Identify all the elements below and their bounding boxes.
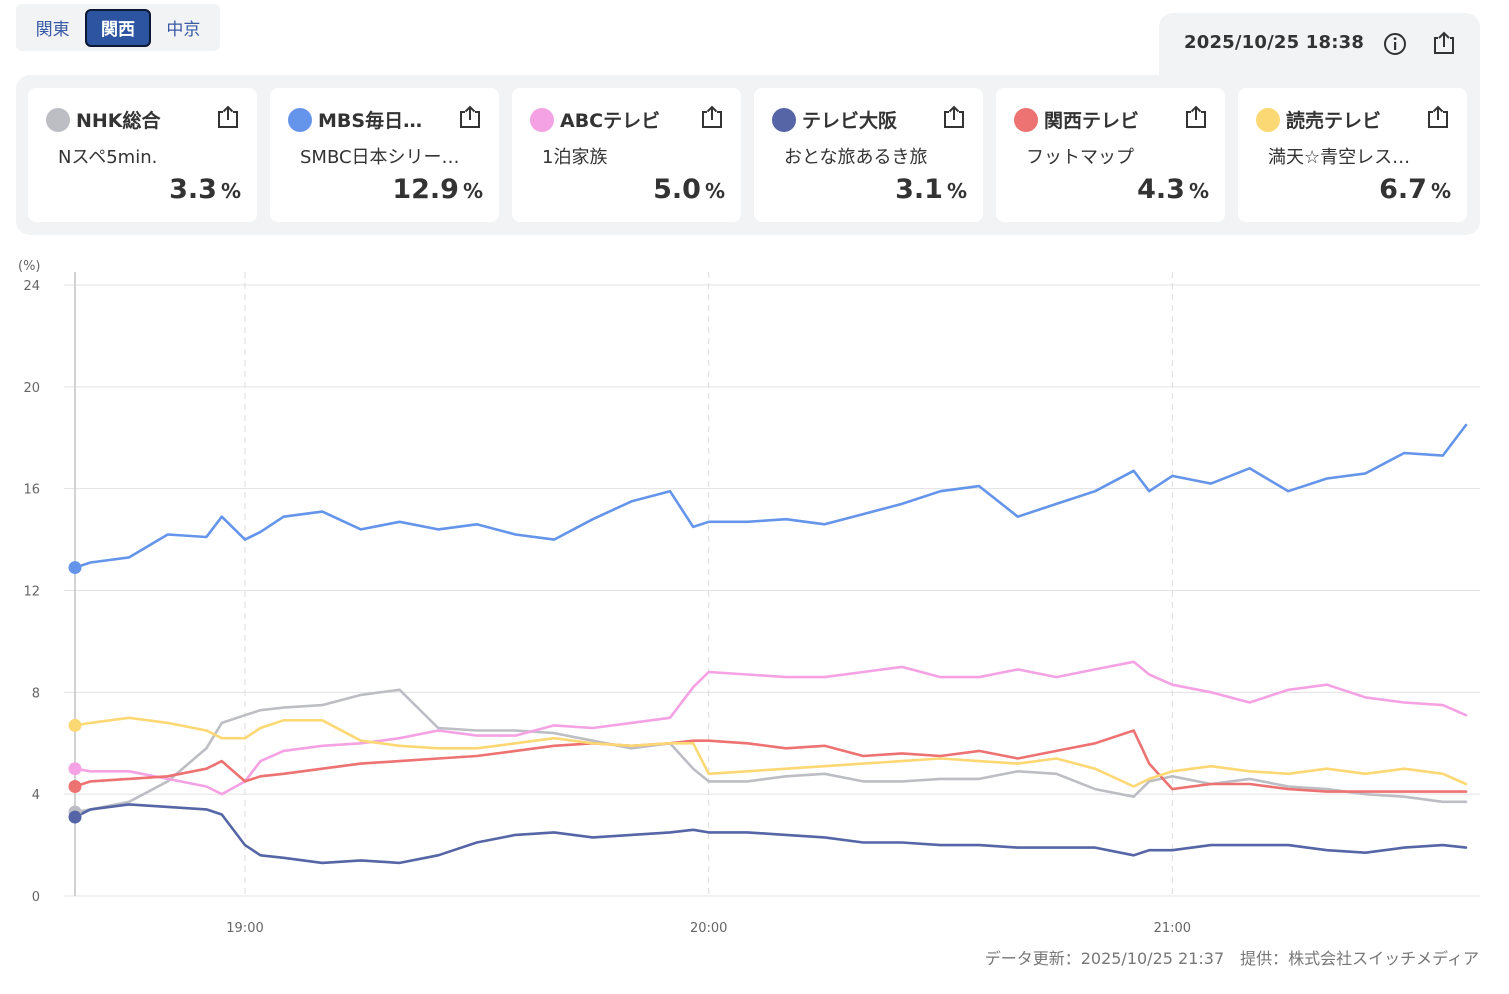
y-unit-label: (%) <box>18 259 41 274</box>
series-start-marker <box>68 718 82 732</box>
rating-number: 12.9 <box>392 174 459 205</box>
channel-card[interactable]: 読売テレビ満天☆青空レス… 6.7% <box>1238 88 1467 222</box>
y-tick-label: 20 <box>23 381 40 396</box>
y-tick-label: 16 <box>23 483 40 498</box>
rating-value: 5.0% <box>653 174 725 205</box>
y-tick-label: 12 <box>23 585 40 600</box>
channel-name: MBS毎日… <box>318 110 423 132</box>
channel-color-dot <box>288 108 312 132</box>
channel-name: 読売テレビ <box>1286 110 1382 132</box>
series-line <box>73 803 1468 865</box>
program-title: 満天☆青空レス… <box>1268 147 1411 168</box>
channel-color-dot <box>772 108 796 132</box>
rating-value: 3.1% <box>895 174 967 205</box>
rating-value: 4.3% <box>1137 174 1209 205</box>
x-tick-label: 19:00 <box>226 921 263 936</box>
rating-number: 5.0 <box>653 174 701 205</box>
channel-name: 関西テレビ <box>1044 110 1140 132</box>
program-title: フットマップ <box>1026 147 1134 168</box>
program-title: おとな旅あるき旅 <box>784 147 928 168</box>
series-start-marker <box>68 780 82 794</box>
program-title: 1泊家族 <box>542 147 608 168</box>
series-line <box>73 660 1468 796</box>
tab-kansai[interactable]: 関西 <box>85 8 151 47</box>
rating-value: 12.9% <box>392 174 483 205</box>
rating-unit: % <box>704 179 725 203</box>
series-line <box>73 423 1468 569</box>
channel-name: テレビ大阪 <box>802 110 898 132</box>
series-start-marker <box>68 810 82 824</box>
share-icon[interactable] <box>1425 104 1451 130</box>
rating-value: 3.3% <box>169 174 241 205</box>
rating-unit: % <box>220 179 241 203</box>
channel-name: NHK総合 <box>76 110 161 132</box>
rating-unit: % <box>1188 179 1209 203</box>
rating-unit: % <box>946 179 967 203</box>
tab-kanto[interactable]: 関東 <box>35 20 70 40</box>
y-tick-label: 4 <box>32 788 40 803</box>
channel-card[interactable]: テレビ大阪おとな旅あるき旅 3.1% <box>754 88 983 222</box>
series-start-marker <box>68 561 82 575</box>
region-tabs: 関東 関西 中京 <box>16 4 220 51</box>
x-tick-label: 21:00 <box>1154 921 1191 936</box>
info-icon[interactable] <box>1382 31 1408 57</box>
program-title: SMBC日本シリー… <box>300 147 460 168</box>
channel-color-dot <box>46 108 70 132</box>
ratings-chart: 0 4 8 12 16 20 24 (%) 19:00 20:00 21:00 <box>18 259 1480 936</box>
share-icon[interactable] <box>1183 104 1209 130</box>
series-line <box>73 729 1468 793</box>
y-tick-label: 24 <box>23 279 40 294</box>
series-start-marker <box>68 762 82 776</box>
rating-number: 3.3 <box>169 174 217 205</box>
share-icon[interactable] <box>1430 29 1458 57</box>
y-tick-label: 8 <box>32 686 40 701</box>
channel-card[interactable]: ABCテレビ 1泊家族 5.0% <box>512 88 741 222</box>
rating-unit: % <box>462 179 483 203</box>
channel-name: ABCテレビ <box>560 110 661 132</box>
share-icon[interactable] <box>699 104 725 130</box>
share-icon[interactable] <box>457 104 483 130</box>
y-tick-label: 0 <box>32 890 40 905</box>
share-icon[interactable] <box>941 104 967 130</box>
series-line <box>73 716 1468 788</box>
channel-card[interactable]: MBS毎日… SMBC日本シリー… 12.9% <box>270 88 499 222</box>
datetime-header <box>1159 13 1480 87</box>
share-icon[interactable] <box>215 104 241 130</box>
rating-value: 6.7% <box>1379 174 1451 205</box>
tab-chukyo[interactable]: 中京 <box>166 20 201 40</box>
channel-color-dot <box>1256 108 1280 132</box>
program-title: Nスペ5min. <box>58 147 158 168</box>
rating-unit: % <box>1430 179 1451 203</box>
channel-color-dot <box>1014 108 1038 132</box>
channel-card[interactable]: 関西テレビフットマップ 4.3% <box>996 88 1225 222</box>
rating-number: 4.3 <box>1137 174 1185 205</box>
channel-card[interactable]: NHK総合 Nスペ5min. 3.3% <box>28 88 257 222</box>
x-tick-label: 20:00 <box>690 921 727 936</box>
data-update-footer: データ更新：2025/10/25 21:37 提供：株式会社スイッチメディア <box>984 949 1479 968</box>
rating-number: 6.7 <box>1379 174 1427 205</box>
current-datetime: 2025/10/25 18:38 <box>1184 32 1365 53</box>
channel-panel <box>16 75 1480 235</box>
rating-number: 3.1 <box>895 174 943 205</box>
channel-color-dot <box>530 108 554 132</box>
